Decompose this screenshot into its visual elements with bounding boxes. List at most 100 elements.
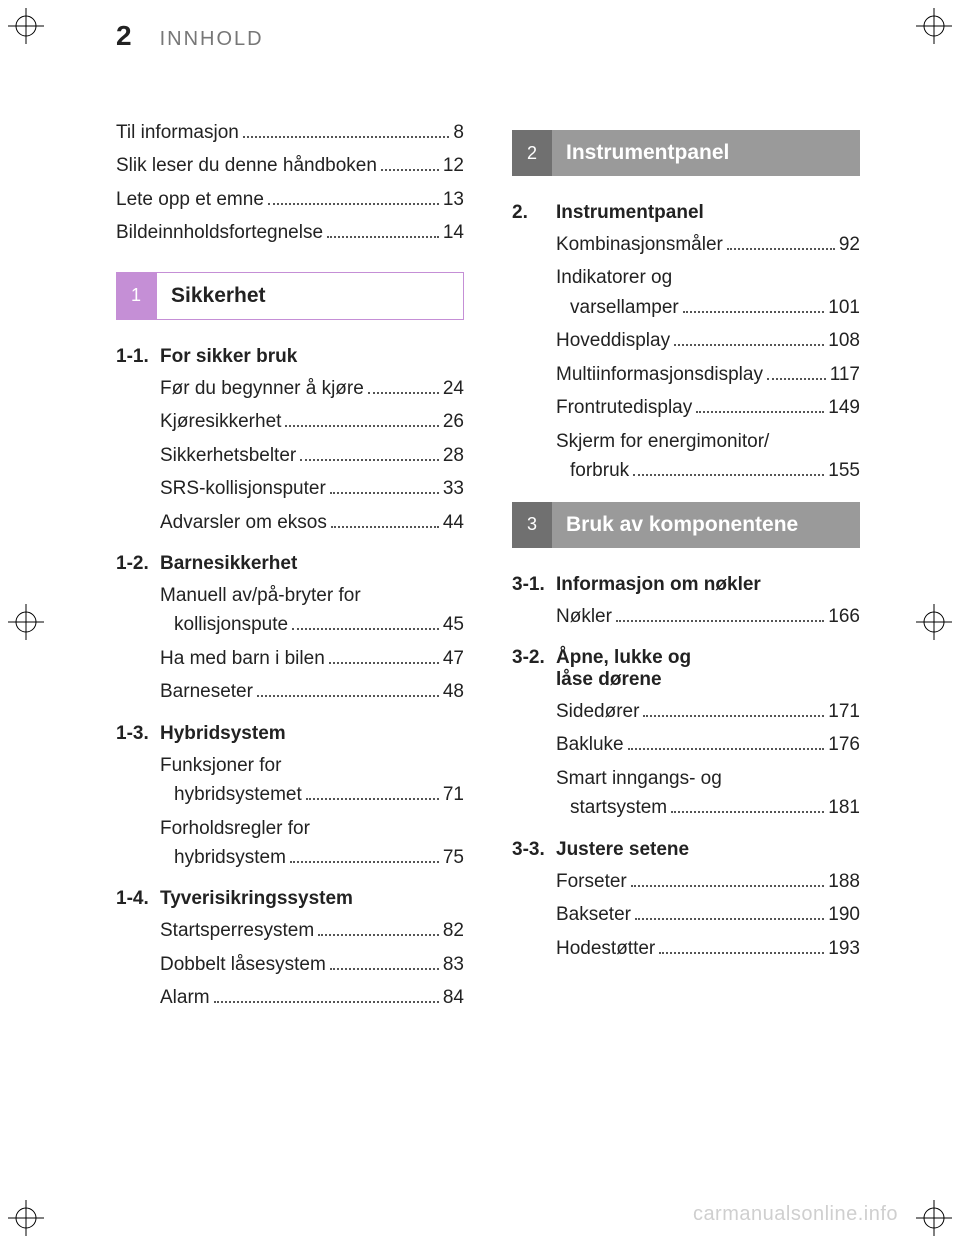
toc-entry: Kombinasjonsmåler92 bbox=[556, 230, 860, 259]
dot-leader bbox=[767, 365, 826, 380]
subsection-header: 1-2.Barnesikkerhet bbox=[116, 553, 464, 575]
subsection: 1-2.BarnesikkerhetManuell av/på-bryter f… bbox=[116, 553, 464, 707]
toc-label: Frontrutedisplay bbox=[556, 393, 692, 422]
toc-entry: Smart inngangs- ogstartsystem181 bbox=[556, 764, 860, 823]
subsection-header: 3-3.Justere setene bbox=[512, 839, 860, 861]
toc-page: 44 bbox=[443, 508, 464, 537]
toc-label: Sidedører bbox=[556, 697, 639, 726]
dot-leader bbox=[381, 156, 439, 171]
crop-mark-icon bbox=[916, 8, 952, 44]
dot-leader bbox=[327, 223, 439, 238]
toc-entry: Manuell av/på-bryter forkollisjonspute45 bbox=[160, 581, 464, 640]
dot-leader bbox=[683, 298, 825, 313]
toc-entry: Multiinformasjonsdisplay117 bbox=[556, 360, 860, 389]
toc-label: Bildeinnholdsfortegnelse bbox=[116, 218, 323, 247]
toc-label-cont: kollisjonspute bbox=[174, 610, 288, 639]
section-number: 1 bbox=[116, 272, 156, 320]
toc-label: Forseter bbox=[556, 867, 627, 896]
toc-label: Før du begynner å kjøre bbox=[160, 374, 364, 403]
subsection-title: Åpne, lukke oglåse dørene bbox=[556, 647, 860, 691]
toc-entry: Før du begynner å kjøre24 bbox=[160, 374, 464, 403]
toc-label: Advarsler om eksos bbox=[160, 508, 327, 537]
dot-leader bbox=[635, 905, 824, 920]
dot-leader bbox=[631, 872, 825, 887]
toc-page: 190 bbox=[828, 900, 860, 929]
toc-label: Forholdsregler for bbox=[160, 814, 464, 843]
toc-label: Kjøresikkerhet bbox=[160, 407, 281, 436]
toc-page: 14 bbox=[443, 218, 464, 247]
toc-label: Nøkler bbox=[556, 602, 612, 631]
dot-leader bbox=[674, 331, 824, 346]
toc-page: 193 bbox=[828, 934, 860, 963]
toc-entry: Sikkerhetsbelter28 bbox=[160, 441, 464, 470]
toc-label: Barneseter bbox=[160, 677, 253, 706]
dot-leader bbox=[306, 785, 439, 800]
section-header: 1Sikkerhet bbox=[116, 272, 464, 320]
subsection-title: Justere setene bbox=[556, 839, 860, 861]
page-header: 2 INNHOLD bbox=[60, 20, 900, 70]
subsection-title: Instrumentpanel bbox=[556, 202, 860, 224]
toc-page: 26 bbox=[443, 407, 464, 436]
toc-page: 149 bbox=[828, 393, 860, 422]
toc-page: 13 bbox=[443, 185, 464, 214]
toc-label: Skjerm for energimonitor/ bbox=[556, 427, 860, 456]
toc-column-right: 2Instrumentpanel2.InstrumentpanelKombina… bbox=[512, 118, 860, 1029]
toc-page: 45 bbox=[443, 610, 464, 639]
toc-entry: Frontrutedisplay 149 bbox=[556, 393, 860, 422]
toc-label: Hodestøtter bbox=[556, 934, 655, 963]
crop-mark-icon bbox=[8, 1200, 44, 1236]
toc-entry: Sidedører171 bbox=[556, 697, 860, 726]
subsection-number: 1-4. bbox=[116, 888, 160, 910]
subsection-header: 1-1.For sikker bruk bbox=[116, 346, 464, 368]
toc-page: 92 bbox=[839, 230, 860, 259]
toc-label: Startsperresystem bbox=[160, 916, 314, 945]
toc-entry: Dobbelt låsesystem83 bbox=[160, 950, 464, 979]
subsection-title: Hybridsystem bbox=[160, 723, 464, 745]
toc-label: Bakseter bbox=[556, 900, 631, 929]
dot-leader bbox=[257, 682, 439, 697]
subsection: 3-3.Justere seteneForseter188Bakseter190… bbox=[512, 839, 860, 963]
toc-page: 155 bbox=[828, 456, 860, 485]
toc-page: 8 bbox=[453, 118, 464, 147]
subsection-title: Barnesikkerhet bbox=[160, 553, 464, 575]
toc-column-left: Til informasjon8Slik leser du denne hånd… bbox=[116, 118, 464, 1029]
toc-label: Alarm bbox=[160, 983, 210, 1012]
subsection-title: For sikker bruk bbox=[160, 346, 464, 368]
toc-page: 101 bbox=[828, 293, 860, 322]
toc-label: Ha med barn i bilen bbox=[160, 644, 325, 673]
toc-label-cont: hybridsystem bbox=[174, 843, 286, 872]
toc-entry: Advarsler om eksos 44 bbox=[160, 508, 464, 537]
toc-label-cont: forbruk bbox=[570, 456, 629, 485]
subsection-title: Informasjon om nøkler bbox=[556, 574, 860, 596]
dot-leader bbox=[329, 649, 439, 664]
toc-columns: Til informasjon8Slik leser du denne hånd… bbox=[60, 70, 900, 1029]
toc-page: 71 bbox=[443, 780, 464, 809]
dot-leader bbox=[696, 398, 824, 413]
crop-mark-icon bbox=[916, 604, 952, 640]
toc-page: 176 bbox=[828, 730, 860, 759]
toc-entry: Nøkler166 bbox=[556, 602, 860, 631]
toc-page: 33 bbox=[443, 474, 464, 503]
subsection: 1-4.TyverisikringssystemStartsperresyste… bbox=[116, 888, 464, 1012]
subsection-items: Kombinasjonsmåler92Indikatorer ogvarsell… bbox=[512, 230, 860, 486]
toc-entry: SRS-kollisjonsputer 33 bbox=[160, 474, 464, 503]
dot-leader bbox=[268, 190, 439, 205]
toc-label: SRS-kollisjonsputer bbox=[160, 474, 326, 503]
toc-entry: Kjøresikkerhet 26 bbox=[160, 407, 464, 436]
subsection: 1-3.HybridsystemFunksjoner forhybridsyst… bbox=[116, 723, 464, 873]
toc-label-cont: varsellamper bbox=[570, 293, 679, 322]
subsection-header: 2.Instrumentpanel bbox=[512, 202, 860, 224]
toc-label-cont: startsystem bbox=[570, 793, 667, 822]
dot-leader bbox=[292, 615, 439, 630]
subsection-header: 1-3.Hybridsystem bbox=[116, 723, 464, 745]
toc-label: Lete opp et emne bbox=[116, 185, 264, 214]
toc-label: Slik leser du denne håndboken bbox=[116, 151, 377, 180]
dot-leader bbox=[318, 921, 439, 936]
section-header: 3Bruk av komponentene bbox=[512, 502, 860, 548]
dot-leader bbox=[659, 938, 824, 953]
subsection-header: 3-2.Åpne, lukke oglåse dørene bbox=[512, 647, 860, 691]
toc-page: 48 bbox=[443, 677, 464, 706]
section-number: 3 bbox=[512, 502, 552, 548]
watermark: carmanualsonline.info bbox=[693, 1203, 898, 1226]
toc-page: 47 bbox=[443, 644, 464, 673]
